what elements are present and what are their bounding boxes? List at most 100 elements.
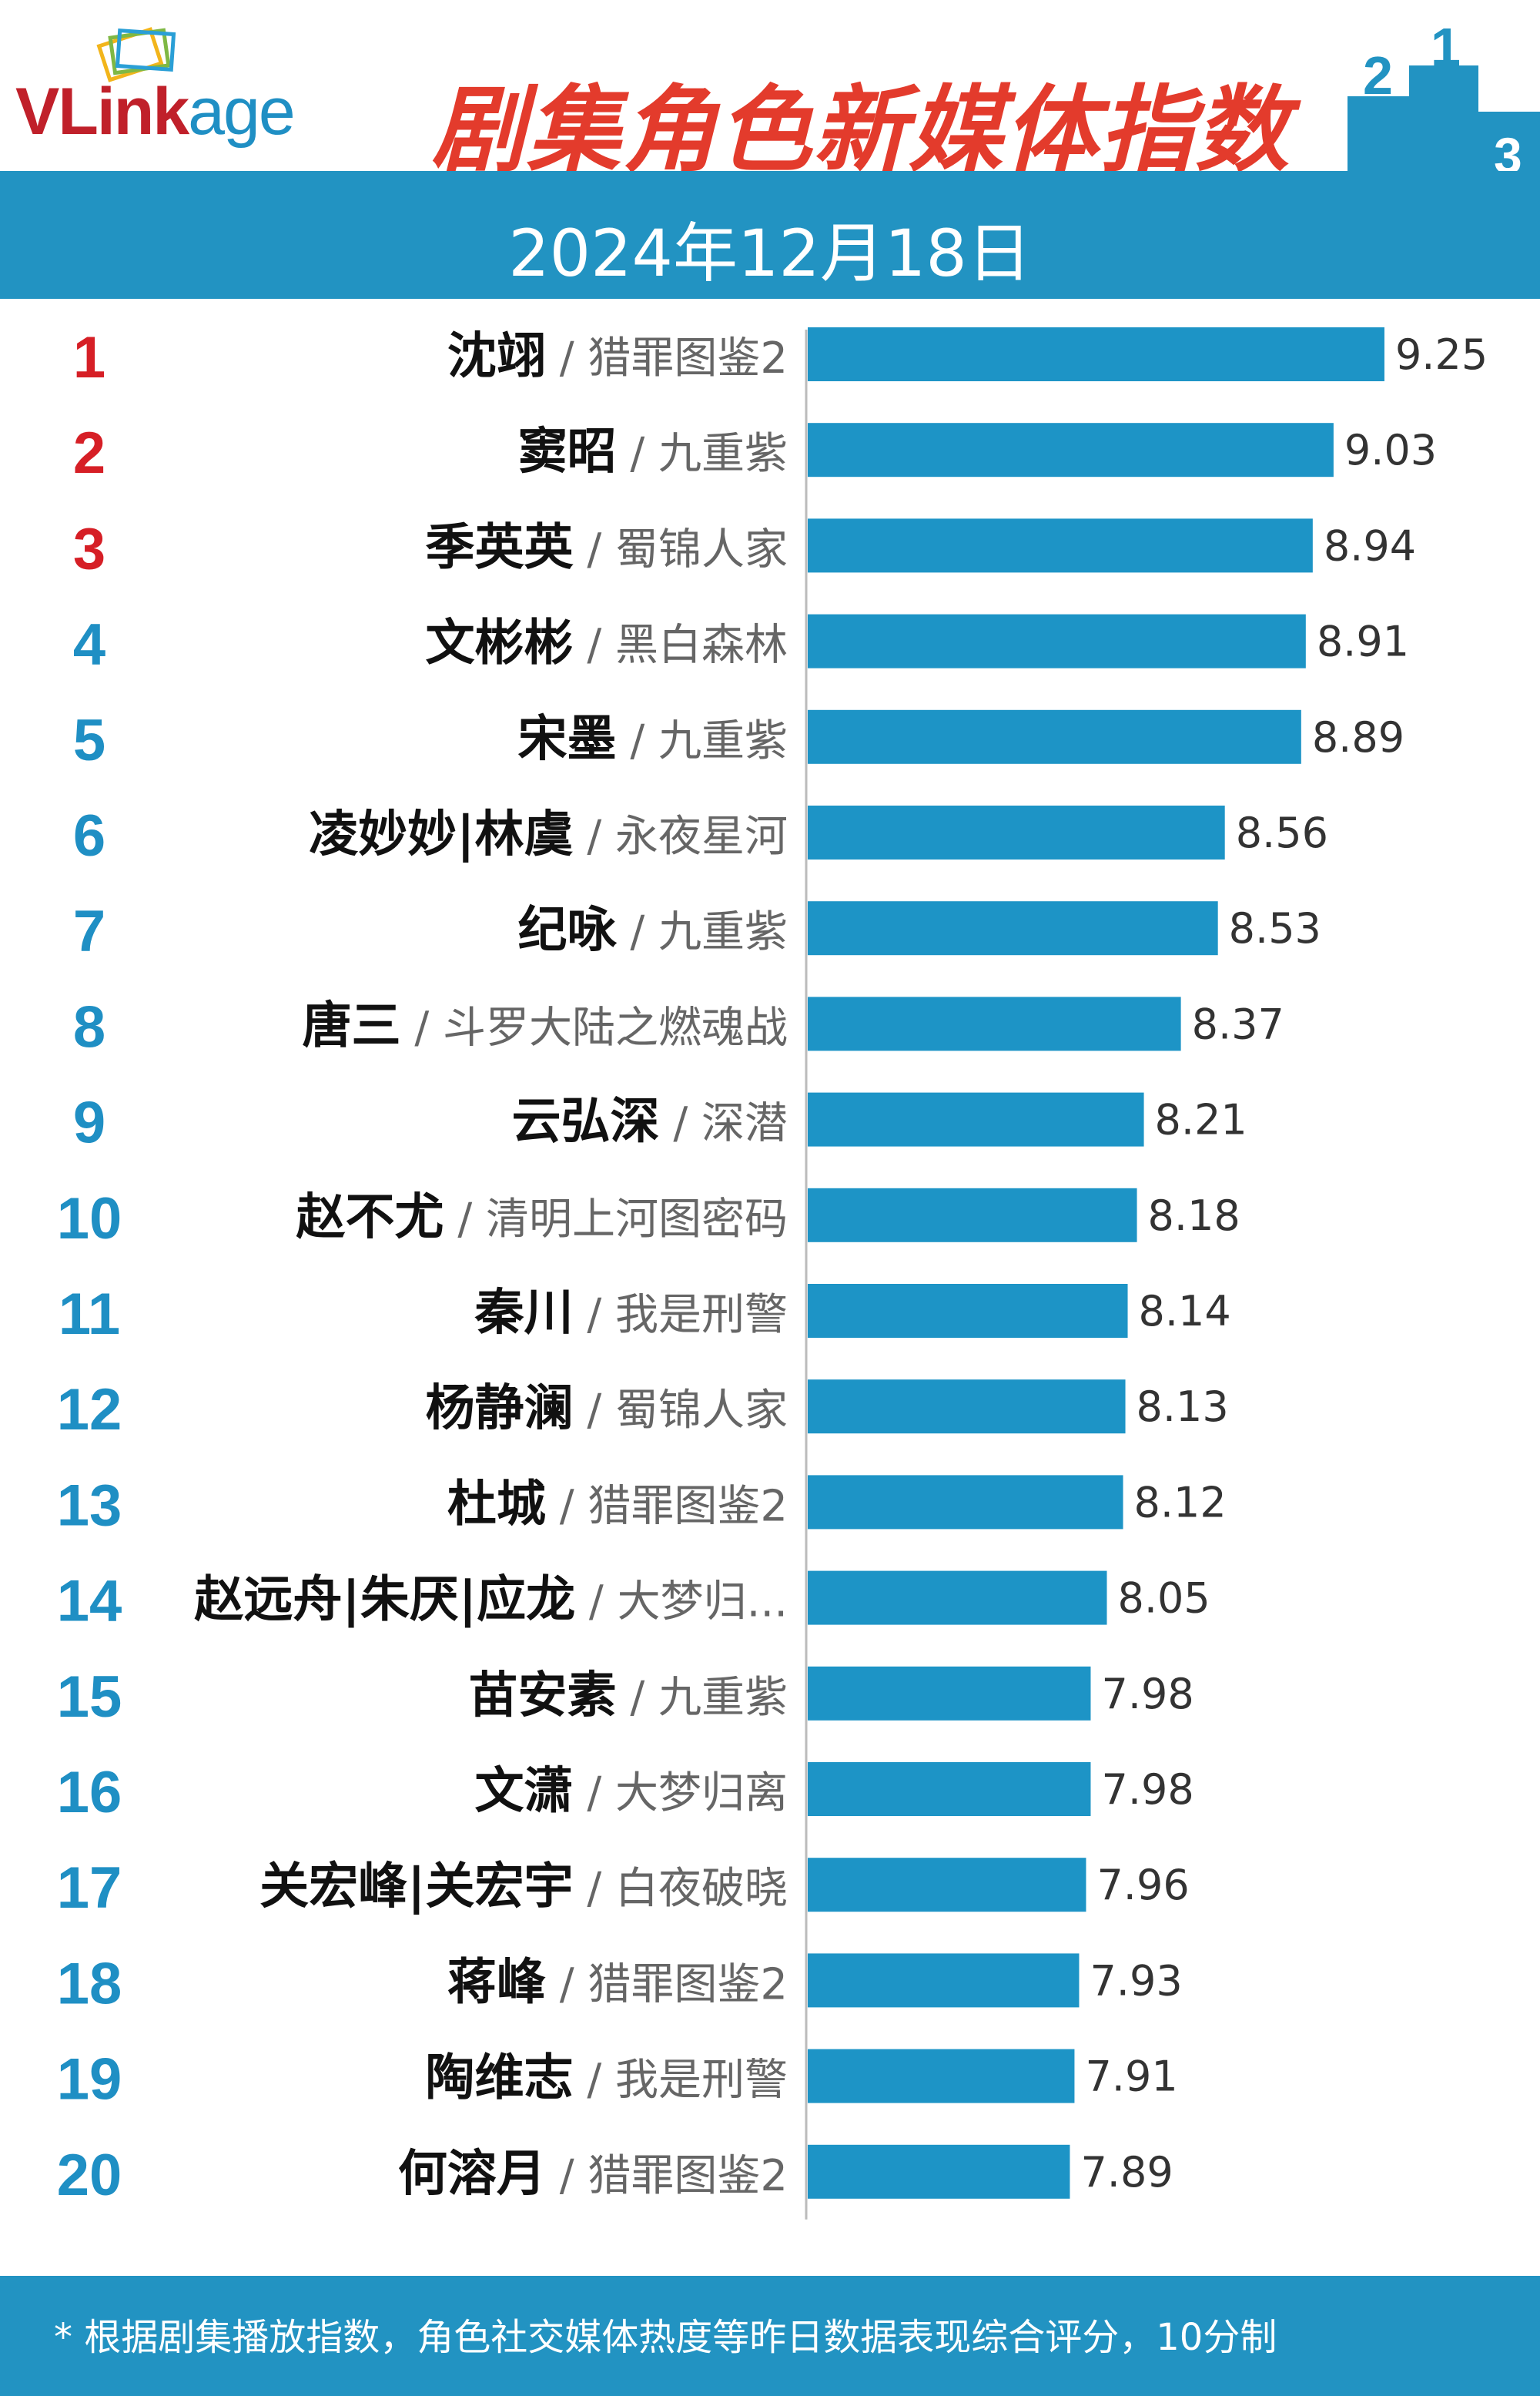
character-name: 凌妙妙|林虞 [309,806,573,863]
row-label: 杜城 / 猎罪图鉴2 [447,1476,788,1533]
value-label: 7.98 [1101,1765,1194,1814]
rank-number: 15 [57,1664,122,1730]
bar [808,1570,1107,1625]
value-label: 9.25 [1395,330,1488,379]
bar [808,1092,1144,1147]
show-name: / 我是刑警 [574,2056,788,2106]
svg-text:2: 2 [1363,45,1393,106]
bar [808,518,1313,573]
show-name: / 大梦归离 [574,1768,788,1818]
bar [808,614,1306,669]
rank-number: 2 [73,421,105,486]
character-name: 关宏峰|关宏宇 [259,1858,573,1915]
rank-number: 11 [59,1282,120,1347]
bar [808,1379,1126,1434]
character-name: 文彬彬 [426,615,574,672]
value-label: 8.56 [1236,809,1328,857]
character-name: 纪咏 [518,902,618,959]
row-label: 唐三 / 斗罗大陆之燃魂战 [303,997,788,1054]
logo-main: VLink [15,75,189,149]
value-label: 8.53 [1229,904,1321,953]
bar [808,1762,1091,1816]
date-label: 2024年12月18日 [508,216,1032,291]
rank-number: 3 [73,516,105,581]
value-label: 7.89 [1080,2148,1173,2197]
logo-tail: age [188,75,295,149]
row-label: 云弘深 / 深潜 [512,1094,788,1151]
show-name: / 黑白森林 [574,621,788,671]
rank-number: 17 [57,1855,122,1921]
character-name: 宋墨 [518,711,617,768]
character-name: 唐三 [303,997,401,1054]
row-label: 宋墨 / 九重紫 [518,711,788,768]
value-label: 8.37 [1192,1000,1284,1048]
show-name: / 斗罗大陆之燃魂战 [401,1003,788,1053]
bar [808,1666,1091,1721]
value-label: 8.91 [1317,618,1409,666]
ranking-bar-chart: 1 沈翊 / 猎罪图鉴2 9.25 2 窦昭 / 九重紫 9.03 3 季英英 / 蜀锦人家 8… [57,325,1488,2220]
row-label: 纪咏 / 九重紫 [518,902,788,959]
value-label: 8.14 [1139,1287,1231,1335]
rank-number: 12 [57,1377,122,1443]
show-name: / 大梦归... [575,1577,788,1627]
show-name: / 九重紫 [617,429,788,479]
value-label: 7.96 [1096,1861,1189,1909]
show-name: / 白夜破晓 [574,1864,788,1914]
footer-band [0,2276,1540,2396]
row-label: 苗安素 / 九重紫 [469,1667,788,1724]
rank-number: 14 [57,1569,122,1634]
show-name: / 九重紫 [617,716,788,766]
rank-number: 18 [57,1951,122,2016]
value-label: 7.98 [1101,1670,1194,1718]
character-name: 窦昭 [518,424,617,481]
row-label: 杨静澜 / 蜀锦人家 [426,1380,788,1437]
logo-wordmark: VLinkage [15,74,296,150]
row-label: 文潇 / 大梦归离 [475,1763,788,1820]
row-label: 赵不尤 / 清明上河图密码 [296,1189,788,1246]
value-label: 8.13 [1137,1382,1229,1431]
footnote: * 根据剧集播放指数，角色社交媒体热度等昨日数据表现综合评分，10分制 [54,2316,1277,2359]
podium-icon: 2 1 3 [1348,23,1540,177]
bar [808,1953,1080,2008]
bar [808,327,1384,381]
bar [808,1284,1128,1338]
value-label: 8.89 [1312,713,1404,762]
bar [808,2144,1070,2199]
value-label: 9.03 [1344,426,1437,474]
show-name: / 深潜 [660,1099,788,1149]
rank-number: 4 [73,612,105,678]
show-name: / 九重紫 [617,907,788,957]
page-title: 剧集角色新媒体指数 [431,75,1291,185]
character-name: 秦川 [474,1285,574,1342]
show-name: / 蜀锦人家 [574,1386,788,1436]
row-label: 陶维志 / 我是刑警 [426,2050,788,2107]
character-name: 杨静澜 [426,1380,574,1437]
bar [808,1475,1123,1530]
rank-number: 20 [57,2143,122,2208]
character-name: 文潇 [475,1763,574,1820]
character-name: 沈翊 [447,328,546,385]
show-name: / 九重紫 [617,1673,788,1723]
character-name: 赵不尤 [296,1189,444,1246]
character-name: 蒋峰 [447,1954,546,2011]
character-name: 何溶月 [398,2146,546,2203]
rank-number: 8 [73,994,105,1060]
row-label: 赵远舟|朱厌|应龙 / 大梦归... [194,1572,788,1629]
character-name: 陶维志 [426,2050,574,2107]
bar [808,2049,1075,2103]
svg-text:3: 3 [1494,127,1522,177]
row-label: 窦昭 / 九重紫 [518,424,788,481]
rank-number: 7 [73,899,105,964]
character-name: 季英英 [426,519,574,576]
show-name: / 猎罪图鉴2 [546,1481,788,1531]
row-label: 文彬彬 / 黑白森林 [426,615,788,672]
show-name: / 猎罪图鉴2 [546,1959,788,2009]
rank-number: 19 [57,2047,122,2113]
value-label: 8.94 [1324,521,1416,570]
show-name: / 猎罪图鉴2 [546,333,788,384]
rank-number: 9 [73,1091,105,1156]
show-name: / 蜀锦人家 [574,524,788,575]
date-band [0,171,1540,299]
character-name: 杜城 [447,1476,546,1533]
value-label: 8.18 [1148,1191,1240,1240]
